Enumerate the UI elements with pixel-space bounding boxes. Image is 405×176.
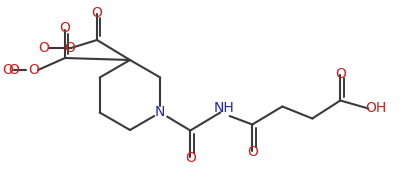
Text: NH: NH [213, 102, 234, 115]
Text: O: O [38, 41, 49, 55]
Text: O: O [64, 41, 75, 55]
Text: O: O [334, 67, 345, 80]
Text: N: N [155, 105, 165, 120]
Text: O: O [28, 63, 39, 77]
Text: O: O [2, 63, 13, 77]
Text: O: O [9, 63, 19, 77]
Text: O: O [92, 6, 102, 20]
Text: O: O [60, 21, 70, 35]
Text: OH: OH [365, 102, 386, 115]
Text: O: O [246, 144, 257, 159]
Text: O: O [184, 150, 195, 165]
